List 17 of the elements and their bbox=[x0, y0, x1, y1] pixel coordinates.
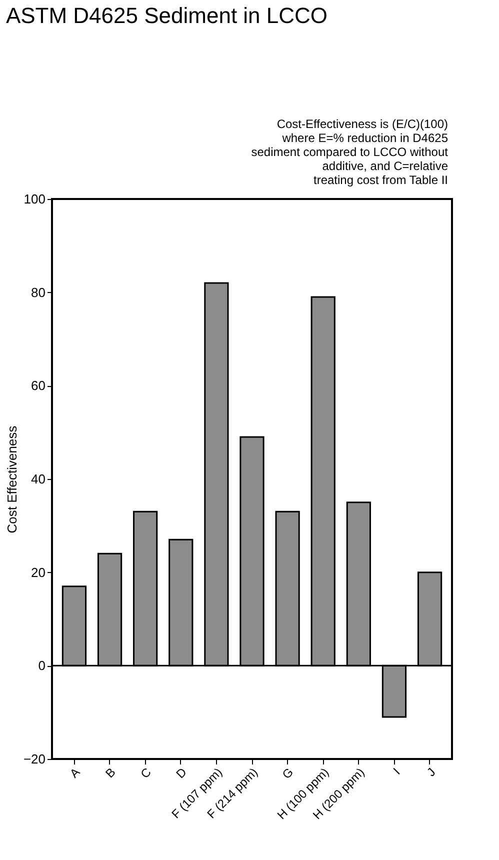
y-tick-label: 100 bbox=[24, 192, 46, 206]
y-tick-label: 60 bbox=[31, 378, 46, 394]
x-tick-label: J bbox=[424, 765, 438, 780]
text: Cost-Effectiveness is (E/C)(100) where E=% reduction in D4625 sediment compared to LCCO without additive, and C=relative treating cost from Table II bbox=[251, 117, 449, 187]
x-tick-label: B bbox=[102, 765, 118, 781]
x-tick-label: G bbox=[280, 765, 296, 782]
x-tick-label: C bbox=[138, 764, 154, 782]
chart-title: ASTM D4625 Sediment in LCCO bbox=[6, 3, 328, 28]
y-tick-label: −20 bbox=[23, 752, 46, 766]
y-axis-title: Cost Effectiveness bbox=[4, 425, 20, 534]
y-tick-label: 20 bbox=[31, 564, 46, 580]
x-tick-label: A bbox=[67, 765, 83, 781]
x-tick-label: I bbox=[390, 765, 403, 778]
y-tick-label: 80 bbox=[31, 284, 46, 300]
y-tick-label: 40 bbox=[31, 472, 46, 486]
x-tick-label: D bbox=[173, 764, 190, 782]
y-tick-label: 0 bbox=[38, 658, 46, 674]
